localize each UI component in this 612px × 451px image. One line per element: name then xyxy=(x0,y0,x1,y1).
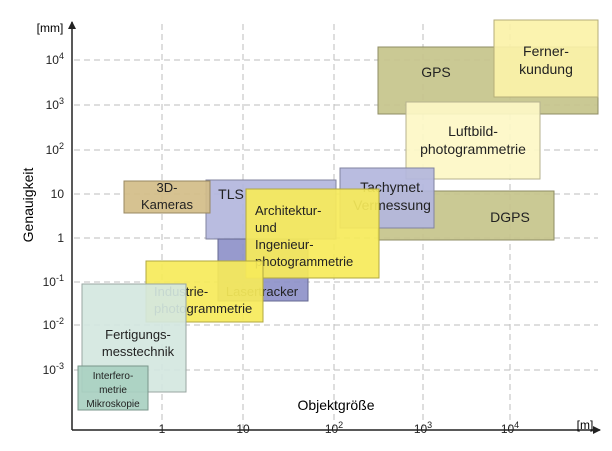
region-label: DGPS xyxy=(490,209,530,225)
region-label: GPS xyxy=(421,64,451,80)
region-luftbild: Luftbild-photogrammetrie xyxy=(405,101,541,180)
y-tick-label: 104 xyxy=(46,51,64,67)
y-tick-label: 102 xyxy=(46,141,64,157)
region-label: Architektur-und Ingenieur-photogrammetrie xyxy=(255,203,353,269)
y-unit-label: [mm] xyxy=(37,21,64,35)
region-label: TLS xyxy=(218,186,244,202)
region-box xyxy=(405,101,541,180)
region-label: 3D-Kameras xyxy=(141,180,194,212)
x-unit-label: [m] xyxy=(577,418,594,432)
x-axis-title: Objektgröße xyxy=(297,397,374,413)
region-label: Ferner-kundung xyxy=(519,43,573,77)
x-tick-label: 1 xyxy=(159,422,166,436)
region-kameras: 3D-Kameras xyxy=(123,180,211,214)
x-tick-label: 10 xyxy=(236,422,250,436)
y-tick-label: 1 xyxy=(57,231,64,245)
axes: [mm] [m] Genauigkeit Objektgröße xyxy=(20,21,601,434)
y-tick-label: 10-2 xyxy=(43,316,64,332)
y-tick-label: 10 xyxy=(51,187,65,201)
region-label: Luftbild-photogrammetrie xyxy=(420,123,526,157)
y-tick-label: 10-3 xyxy=(43,361,64,377)
y-axis-title: Genauigkeit xyxy=(20,168,36,243)
x-tick-label: 104 xyxy=(501,420,519,436)
region-box xyxy=(123,180,211,214)
region-box xyxy=(493,19,599,98)
y-tick-label: 103 xyxy=(46,96,64,112)
region-box xyxy=(77,365,149,411)
regions: GPS Ferner-kundung Luftbild-photogrammetri… xyxy=(77,19,599,411)
y-tick-label: 10-1 xyxy=(43,273,64,289)
x-tick-label: 102 xyxy=(325,420,343,436)
region-interfero: Interfero-metrie Mikroskopie xyxy=(77,365,149,411)
region-fernerkundung: Ferner-kundung xyxy=(493,19,599,98)
x-tick-label: 103 xyxy=(414,420,432,436)
region-box xyxy=(245,188,380,279)
region-label: Interfero-metrie Mikroskopie xyxy=(86,371,140,410)
region-label: Fertigungs-messtechnik xyxy=(102,327,175,359)
region-architektur: Architektur-und Ingenieur-photogrammetrie xyxy=(245,188,380,279)
